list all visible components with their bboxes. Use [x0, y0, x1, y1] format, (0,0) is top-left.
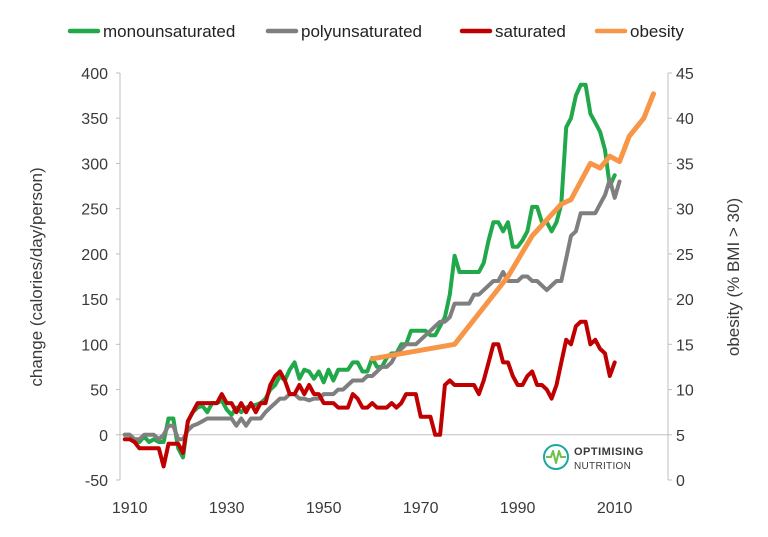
series-lines [122, 82, 656, 469]
y-tick-label-right: 25 [676, 247, 694, 264]
legend-label-obesity: obesity [630, 22, 684, 41]
y-tick-label-left: 0 [99, 428, 108, 445]
y-axis-title-right: obesity (% BMI > 30) [724, 198, 743, 356]
logo-circle-icon [543, 444, 569, 470]
y-axis-title-left: change (calories/day/person) [27, 167, 46, 386]
x-tick-label: 1950 [306, 500, 342, 517]
y-tick-label-right: 45 [676, 66, 694, 83]
y-tick-label-right: 20 [676, 292, 694, 309]
y-axis-ticks-left: -50 0 50 100 150 200 250 300 350 400 [81, 66, 120, 490]
y-tick-label-right: 15 [676, 337, 694, 354]
y-tick-label-left: 150 [81, 292, 108, 309]
y-tick-label-left: 400 [81, 66, 108, 83]
series-line-saturated [122, 319, 617, 469]
legend: monounsaturated polyunsaturated saturated o… [67, 22, 684, 41]
x-tick-label: 1970 [403, 500, 439, 517]
y-tick-label-left: 200 [81, 247, 108, 264]
axes [119, 73, 669, 480]
x-axis-ticks: 1910 1930 1950 1970 1990 2010 [112, 500, 633, 517]
y-tick-label-right: 40 [676, 111, 694, 128]
y-tick-label-right: 5 [676, 428, 685, 445]
series-line-obesity [369, 91, 656, 362]
y-axis-ticks-right: 0 5 10 15 20 25 30 35 40 45 [668, 66, 694, 490]
y-tick-label-left: 100 [81, 337, 108, 354]
y-tick-label-left: 350 [81, 111, 108, 128]
y-tick-label-right: 30 [676, 202, 694, 219]
y-tick-label-left: 300 [81, 156, 108, 173]
optimising-nutrition-logo: OPTIMISING NUTRITION [543, 444, 644, 472]
x-tick-label: 1990 [500, 500, 536, 517]
x-tick-label: 2010 [597, 500, 633, 517]
y-tick-label-left: 250 [81, 202, 108, 219]
legend-label-polyunsaturated: polyunsaturated [301, 22, 422, 41]
series-line-monounsaturated [122, 82, 617, 460]
y-tick-label-left: -50 [85, 473, 108, 490]
legend-label-monounsaturated: monounsaturated [103, 22, 235, 41]
x-tick-label: 1930 [209, 500, 245, 517]
logo-subtitle: NUTRITION [574, 461, 631, 472]
series-line-polyunsaturated [122, 177, 622, 442]
x-tick-label: 1910 [112, 500, 148, 517]
y-tick-label-right: 10 [676, 383, 694, 400]
logo-title: OPTIMISING [574, 446, 644, 458]
legend-label-saturated: saturated [495, 22, 566, 41]
logo-pulse-icon [546, 450, 566, 464]
y-tick-label-left: 50 [90, 383, 108, 400]
y-tick-label-right: 0 [676, 473, 685, 490]
y-tick-label-right: 35 [676, 156, 694, 173]
